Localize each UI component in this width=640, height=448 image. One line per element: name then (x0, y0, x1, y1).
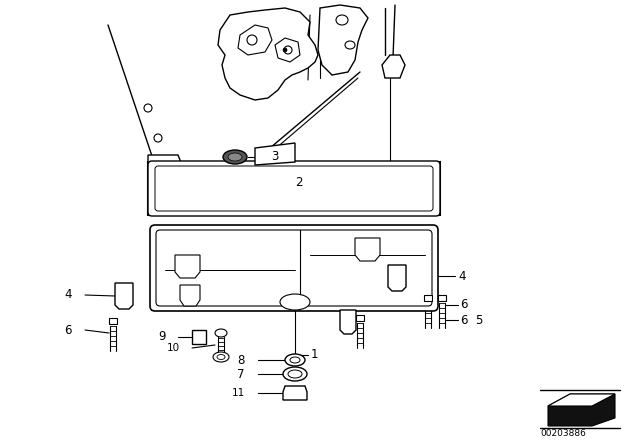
Ellipse shape (288, 370, 302, 378)
Text: 00203886: 00203886 (540, 430, 586, 439)
Text: 2: 2 (295, 177, 303, 190)
Polygon shape (340, 310, 356, 334)
Polygon shape (109, 318, 117, 324)
Polygon shape (388, 265, 406, 291)
Polygon shape (424, 295, 432, 301)
Ellipse shape (345, 41, 355, 49)
Text: 11: 11 (232, 388, 245, 398)
Polygon shape (356, 315, 364, 321)
Polygon shape (382, 55, 405, 78)
Polygon shape (148, 162, 440, 215)
Ellipse shape (247, 35, 257, 45)
Polygon shape (180, 285, 200, 306)
Ellipse shape (283, 367, 307, 381)
Polygon shape (275, 38, 300, 62)
Polygon shape (318, 5, 368, 75)
Polygon shape (548, 394, 615, 406)
Polygon shape (218, 8, 318, 100)
Text: 3: 3 (271, 151, 278, 164)
Polygon shape (283, 386, 307, 400)
Polygon shape (548, 394, 615, 426)
Text: 4: 4 (458, 270, 465, 283)
Polygon shape (238, 25, 272, 55)
Ellipse shape (215, 329, 227, 337)
Text: 8: 8 (237, 353, 245, 366)
FancyBboxPatch shape (148, 161, 440, 216)
Ellipse shape (336, 15, 348, 25)
Ellipse shape (213, 352, 229, 362)
Text: 1: 1 (311, 349, 319, 362)
Polygon shape (438, 295, 446, 301)
Text: 9: 9 (159, 331, 166, 344)
Text: 5: 5 (475, 314, 483, 327)
Ellipse shape (285, 354, 305, 366)
FancyBboxPatch shape (155, 166, 433, 211)
Text: 6: 6 (460, 298, 467, 311)
FancyBboxPatch shape (156, 230, 432, 306)
Polygon shape (255, 143, 295, 165)
Ellipse shape (290, 357, 300, 363)
Polygon shape (192, 330, 206, 344)
Polygon shape (148, 155, 182, 178)
Text: 7: 7 (237, 367, 245, 380)
Ellipse shape (217, 354, 225, 359)
Ellipse shape (280, 294, 310, 310)
Text: 6: 6 (65, 323, 72, 336)
Text: 4: 4 (65, 289, 72, 302)
Polygon shape (175, 255, 200, 278)
Polygon shape (152, 228, 436, 310)
Ellipse shape (223, 150, 247, 164)
FancyBboxPatch shape (150, 225, 438, 311)
Polygon shape (115, 283, 133, 309)
Text: 10: 10 (167, 343, 180, 353)
Text: 6: 6 (460, 314, 467, 327)
Ellipse shape (284, 46, 292, 54)
Ellipse shape (283, 48, 287, 52)
Polygon shape (355, 238, 380, 261)
Ellipse shape (154, 134, 162, 142)
Ellipse shape (144, 104, 152, 112)
Ellipse shape (228, 153, 242, 161)
